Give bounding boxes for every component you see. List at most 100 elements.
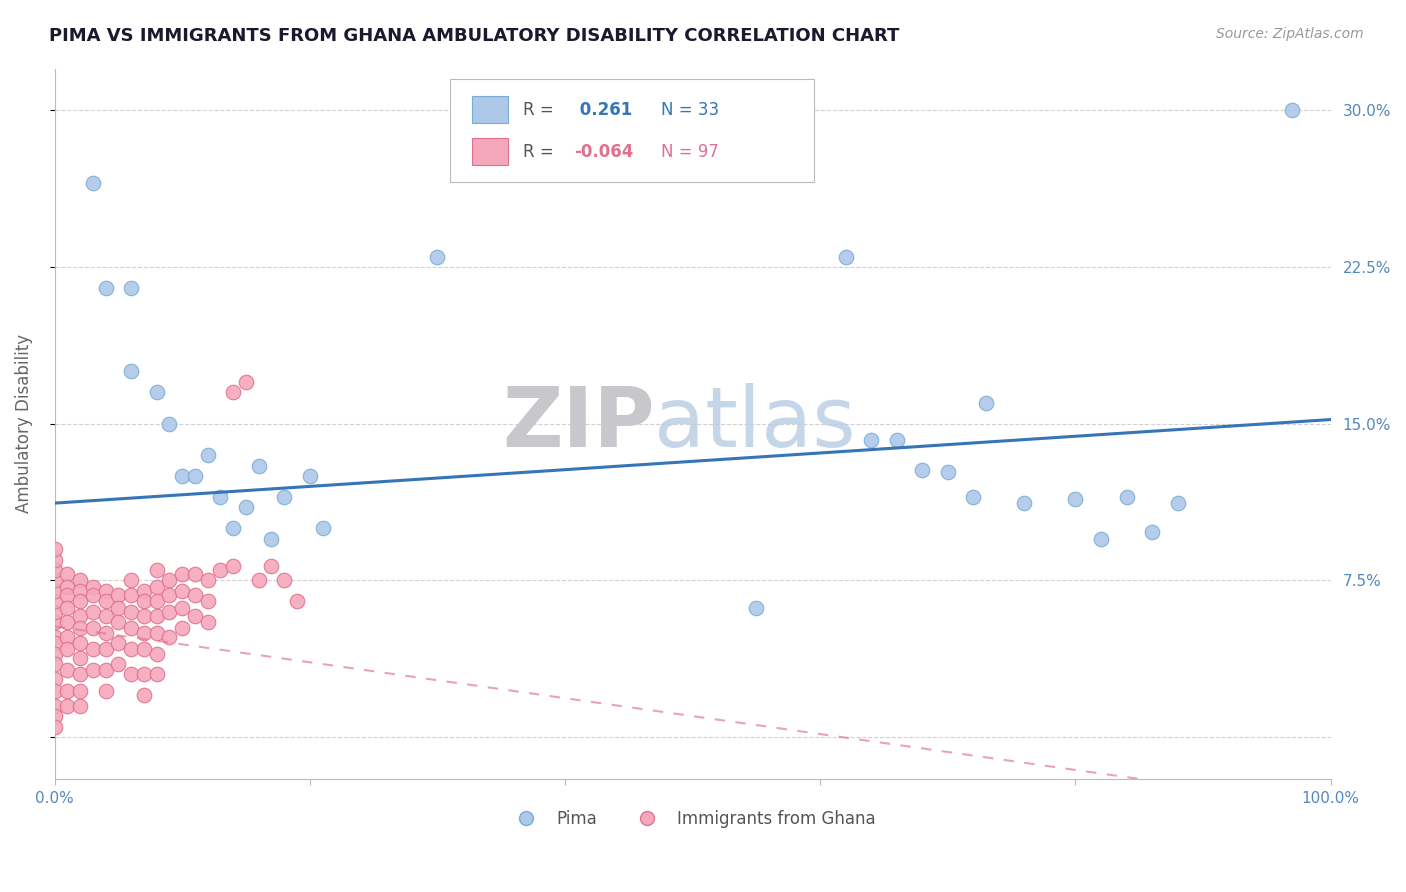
Point <box>44 594 66 608</box>
Point <box>745 600 768 615</box>
Point <box>69 594 91 608</box>
Point <box>172 469 194 483</box>
Point <box>145 580 167 594</box>
Point <box>44 647 66 661</box>
Point <box>120 667 142 681</box>
Point <box>860 434 883 448</box>
Point <box>285 594 308 608</box>
Point <box>426 250 449 264</box>
Point <box>1281 103 1303 118</box>
Point <box>222 385 245 400</box>
Text: Source: ZipAtlas.com: Source: ZipAtlas.com <box>1216 27 1364 41</box>
Point <box>209 563 232 577</box>
Point <box>120 588 142 602</box>
Point <box>311 521 333 535</box>
Point <box>44 583 66 598</box>
Point <box>1014 496 1036 510</box>
Point <box>235 375 257 389</box>
Point <box>209 490 232 504</box>
Point <box>44 636 66 650</box>
Point <box>94 663 117 677</box>
Point <box>1090 532 1112 546</box>
Text: N = 97: N = 97 <box>661 143 718 161</box>
Point <box>120 605 142 619</box>
Point <box>69 636 91 650</box>
Point <box>157 588 180 602</box>
Point <box>107 600 129 615</box>
Point <box>120 642 142 657</box>
Point <box>260 532 283 546</box>
Point <box>132 642 155 657</box>
Point <box>157 417 180 431</box>
Point <box>886 434 908 448</box>
Point <box>132 594 155 608</box>
Point <box>56 663 79 677</box>
Point <box>184 609 207 624</box>
Point <box>107 636 129 650</box>
Point <box>56 630 79 644</box>
Point <box>145 563 167 577</box>
Text: 0.261: 0.261 <box>574 101 633 119</box>
Point <box>69 609 91 624</box>
Point <box>94 281 117 295</box>
FancyBboxPatch shape <box>450 79 814 182</box>
Text: R =: R = <box>523 143 558 161</box>
Point <box>132 609 155 624</box>
Y-axis label: Ambulatory Disability: Ambulatory Disability <box>15 334 32 513</box>
Point <box>172 583 194 598</box>
Point <box>962 490 984 504</box>
Point <box>835 250 858 264</box>
Point <box>44 563 66 577</box>
Point <box>107 657 129 671</box>
Point <box>94 625 117 640</box>
Point <box>82 663 104 677</box>
Point <box>145 667 167 681</box>
Point <box>44 698 66 713</box>
Point <box>44 630 66 644</box>
Point <box>184 588 207 602</box>
Point <box>69 574 91 588</box>
Text: N = 33: N = 33 <box>661 101 718 119</box>
Point <box>82 580 104 594</box>
Point <box>82 642 104 657</box>
Point <box>94 684 117 698</box>
Point <box>69 667 91 681</box>
Text: R =: R = <box>523 101 558 119</box>
Bar <box>472 96 508 123</box>
Point <box>82 605 104 619</box>
Point <box>44 605 66 619</box>
Point <box>145 594 167 608</box>
Point <box>157 605 180 619</box>
Point <box>56 588 79 602</box>
Point <box>974 396 997 410</box>
Bar <box>472 138 508 165</box>
Point <box>157 630 180 644</box>
Point <box>911 463 934 477</box>
Point <box>247 574 270 588</box>
Point <box>132 625 155 640</box>
Point <box>56 580 79 594</box>
Text: ZIP: ZIP <box>502 384 654 464</box>
Point <box>56 600 79 615</box>
Point <box>94 583 117 598</box>
Point <box>44 552 66 566</box>
Point <box>184 567 207 582</box>
Point <box>44 684 66 698</box>
Point <box>94 609 117 624</box>
Point <box>56 615 79 630</box>
Point <box>120 364 142 378</box>
Point <box>56 567 79 582</box>
Point <box>184 469 207 483</box>
Point <box>172 567 194 582</box>
Point <box>56 642 79 657</box>
Point <box>145 625 167 640</box>
Point <box>44 672 66 686</box>
Point <box>44 709 66 723</box>
Legend: Pima, Immigrants from Ghana: Pima, Immigrants from Ghana <box>503 803 883 835</box>
Point <box>44 542 66 557</box>
Point <box>273 490 295 504</box>
Point <box>172 600 194 615</box>
Point <box>298 469 321 483</box>
Point <box>107 615 129 630</box>
Point <box>936 465 959 479</box>
